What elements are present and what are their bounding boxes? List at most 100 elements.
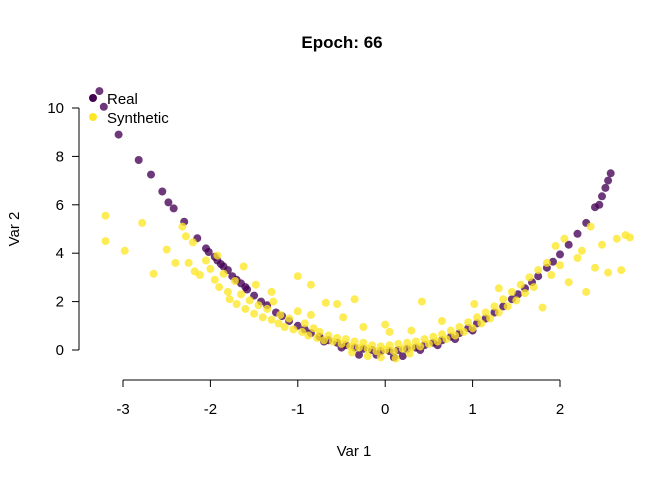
point-real [601, 183, 610, 192]
point-real [604, 176, 613, 185]
point-synthetic [376, 353, 385, 362]
point-synthetic [269, 297, 278, 306]
point-synthetic [239, 262, 248, 271]
point-synthetic [215, 283, 224, 292]
point-real [169, 204, 178, 213]
point-synthetic [385, 341, 394, 350]
point-synthetic [424, 339, 433, 348]
y-tick-label: 4 [56, 245, 64, 262]
y-axis: 0 2 4 6 8 10 [47, 100, 80, 359]
point-real [595, 200, 604, 209]
point-synthetic [481, 308, 490, 317]
point-synthetic [405, 349, 414, 358]
y-tick-label: 6 [56, 197, 64, 214]
point-synthetic [202, 256, 210, 265]
point-synthetic [276, 310, 285, 319]
point-synthetic [368, 341, 377, 350]
y-tick-label: 8 [56, 148, 64, 165]
point-synthetic [300, 319, 309, 328]
point-real [598, 192, 606, 201]
point-synthetic [617, 266, 626, 275]
point-synthetic [181, 232, 190, 241]
point-synthetic [385, 327, 394, 336]
point-synthetic [298, 327, 307, 336]
point-synthetic [138, 218, 147, 227]
point-synthetic [225, 295, 234, 304]
legend: Real Synthetic [89, 91, 169, 127]
point-synthetic [237, 290, 245, 299]
point-synthetic [219, 269, 228, 278]
y-axis-label: Var 2 [6, 212, 23, 247]
point-synthetic [274, 319, 283, 328]
x-tick-label: -2 [204, 401, 217, 418]
point-real [164, 198, 173, 207]
point-synthetic [494, 284, 503, 293]
point-synthetic [556, 261, 564, 270]
point-synthetic [101, 237, 110, 246]
point-real [514, 290, 522, 299]
point-real [606, 169, 615, 178]
point-synthetic [213, 251, 222, 260]
y-tick-label: 2 [56, 294, 64, 311]
point-real [556, 250, 564, 259]
point-synthetic [560, 234, 569, 243]
point-synthetic [206, 264, 215, 273]
legend-label-real: Real [107, 91, 138, 108]
point-synthetic [251, 280, 260, 289]
point-real [355, 350, 363, 359]
point-synthetic [267, 315, 276, 324]
point-synthetic [542, 258, 551, 267]
point-synthetic [232, 300, 241, 308]
point-synthetic [486, 314, 495, 323]
point-synthetic [398, 344, 407, 353]
point-synthetic [591, 263, 599, 272]
point-synthetic [477, 319, 486, 328]
point-real [534, 272, 543, 281]
point-real [398, 352, 407, 361]
point-synthetic [417, 297, 426, 306]
point-real [158, 187, 167, 196]
point-synthetic [359, 338, 368, 347]
point-synthetic [490, 302, 499, 311]
point-synthetic [564, 278, 573, 287]
point-synthetic [363, 352, 372, 361]
point-synthetic [195, 271, 204, 279]
point-synthetic [534, 266, 543, 275]
point-real [549, 257, 557, 266]
point-synthetic [241, 304, 250, 313]
point-synthetic [525, 273, 534, 282]
point-real [114, 130, 123, 139]
point-synthetic [625, 233, 634, 242]
point-synthetic [333, 300, 342, 308]
point-synthetic [306, 310, 315, 319]
point-synthetic [178, 222, 187, 231]
point-synthetic [612, 234, 621, 243]
point-synthetic [451, 331, 460, 340]
point-synthetic [120, 246, 129, 255]
point-synthetic [306, 280, 315, 289]
point-synthetic [309, 324, 318, 333]
x-tick-label: 1 [468, 401, 476, 418]
point-synthetic [586, 222, 595, 231]
point-synthetic [407, 343, 416, 352]
point-real [134, 156, 143, 164]
point-synthetic [464, 318, 473, 327]
point-synthetic [573, 254, 582, 262]
point-synthetic [389, 347, 398, 356]
point-synthetic [230, 277, 239, 285]
point-synthetic [304, 331, 313, 340]
point-synthetic [333, 333, 342, 342]
point-synthetic [162, 245, 171, 254]
point-synthetic [547, 271, 556, 279]
legend-swatch-synthetic [89, 113, 97, 121]
point-synthetic [280, 323, 289, 331]
point-synthetic [293, 307, 302, 316]
point-synthetic [499, 295, 508, 304]
point-synthetic [313, 333, 321, 342]
point-real [147, 170, 155, 179]
point-synthetic [315, 327, 324, 336]
point-synthetic [250, 309, 259, 318]
point-synthetic [341, 335, 350, 344]
